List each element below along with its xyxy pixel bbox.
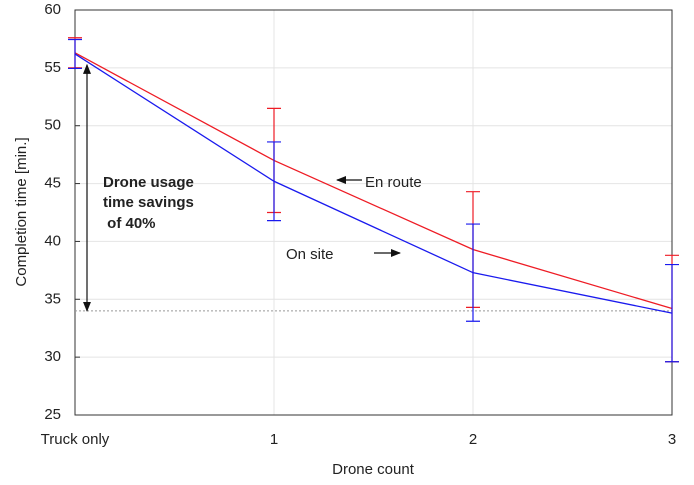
series-line [74, 53, 673, 314]
x-tick-label: Truck only [41, 431, 110, 448]
series-label: On site [286, 246, 334, 263]
error-bar [665, 263, 679, 363]
x-axis-label: Drone count [332, 461, 415, 478]
series-line [74, 52, 673, 310]
y-axis-label: Completion time [min.] [13, 137, 30, 286]
x-tick-label: 1 [270, 431, 278, 448]
annotation: of 40% [103, 215, 156, 232]
y-tick-label: 50 [44, 117, 61, 134]
y-tick-label: 25 [44, 406, 61, 423]
error-bar [68, 38, 82, 70]
y-tick-label: 30 [44, 348, 61, 365]
y-tick-label: 40 [44, 232, 61, 249]
y-tick-label: 35 [44, 290, 61, 307]
x-tick-label: 2 [469, 431, 477, 448]
annotation: Drone usage [103, 174, 194, 191]
y-tick-label: 60 [44, 1, 61, 18]
plot-frame [74, 9, 673, 416]
series-label: En route [365, 174, 422, 191]
error-bar [466, 223, 480, 322]
annotation: time savings [103, 194, 194, 211]
x-tick-label: 3 [668, 431, 676, 448]
y-tick-label: 55 [44, 59, 61, 76]
y-tick-label: 45 [44, 175, 61, 192]
error-bar [267, 141, 281, 222]
